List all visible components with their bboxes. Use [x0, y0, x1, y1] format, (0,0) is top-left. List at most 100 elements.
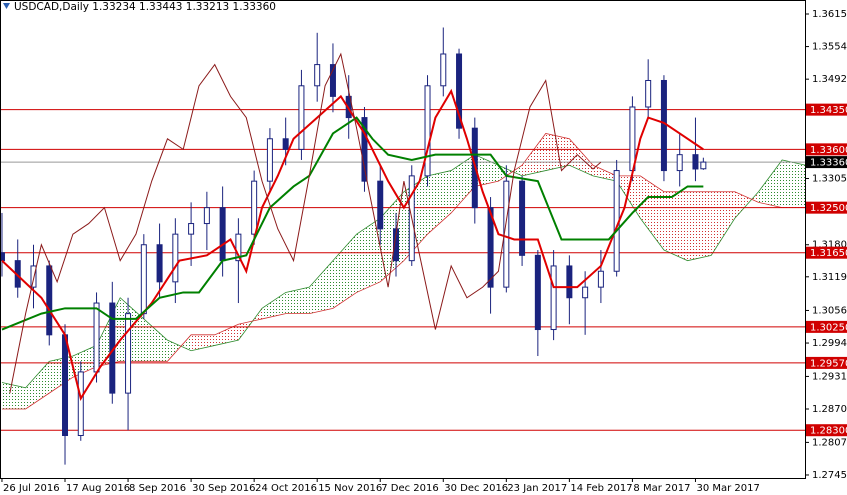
chart-title: USDCAD,Daily 1.33234 1.33443 1.33213 1.3…	[14, 1, 276, 13]
candle-body	[30, 265, 37, 288]
level-label-box	[806, 201, 847, 214]
candle-body	[550, 265, 557, 331]
candle-body	[282, 138, 289, 150]
level-label-box	[806, 246, 847, 259]
y-tick-label: 1.29945	[812, 338, 847, 349]
y-tick-label: 1.33050	[812, 174, 847, 185]
x-tick-label: 17 Aug 2016	[66, 483, 130, 494]
cloud-segment	[1, 382, 26, 410]
level-label-box	[806, 356, 847, 369]
candle-body	[566, 265, 573, 299]
level-label-box	[806, 103, 847, 116]
y-tick-label: 1.28700	[812, 404, 847, 415]
cloud-span	[1, 154, 806, 389]
y-tick-label: 1.31800	[812, 240, 847, 251]
level-label-box	[806, 424, 847, 437]
level-label: 1.28300	[810, 426, 847, 437]
cloud-segment	[758, 159, 783, 208]
candle-body	[424, 85, 431, 177]
current-price-label: 1.33360	[810, 158, 847, 169]
y-tick-label: 1.36155	[812, 9, 847, 20]
x-tick-label: 14 Feb 2017	[570, 483, 632, 494]
indicator-line	[9, 52, 602, 394]
candle-body	[582, 286, 589, 299]
cloud-segment	[214, 324, 239, 346]
level-label-box	[806, 320, 847, 333]
x-tick-label: 8 Mar 2017	[633, 483, 690, 494]
candle-body	[251, 180, 258, 235]
candle-body	[645, 79, 652, 108]
candle-body	[266, 138, 273, 182]
candle-body	[456, 53, 463, 129]
x-tick-label: 30 Sep 2016	[192, 483, 255, 494]
plot-area	[0, 27, 806, 465]
level-label: 1.33600	[810, 145, 847, 156]
current-price-box	[806, 156, 847, 169]
y-tick-label: 1.29315	[812, 371, 847, 382]
cloud-segment	[569, 138, 594, 176]
candle-body	[440, 53, 447, 87]
plot-border	[0, 0, 806, 479]
cloud-segment	[545, 133, 570, 171]
cloud-segment	[687, 191, 712, 261]
candle-body	[203, 207, 210, 225]
candle-body	[629, 106, 636, 172]
level-label: 1.34350	[810, 105, 847, 116]
level-label: 1.30250	[810, 322, 847, 333]
x-tick-label: 30 Dec 2016	[444, 483, 508, 494]
level-label-box	[806, 143, 847, 156]
candle-body	[314, 64, 321, 87]
candle-body	[660, 79, 667, 172]
cloud-segment	[640, 175, 664, 251]
candle-body	[519, 180, 526, 256]
title-icon	[3, 3, 10, 9]
candle-body	[140, 244, 147, 315]
y-tick-label: 1.30560	[812, 305, 847, 316]
cloud-segment	[356, 218, 381, 293]
x-tick-label: 30 Mar 2017	[696, 483, 759, 494]
x-tick-label: 15 Nov 2016	[318, 483, 382, 494]
cloud-segment	[782, 159, 806, 208]
y-tick-label: 1.34925	[812, 74, 847, 85]
cloud-segment	[262, 292, 286, 319]
candle-body	[392, 228, 399, 262]
candle-body	[219, 207, 226, 262]
y-tick-label: 1.35540	[812, 42, 847, 53]
candle-body	[188, 223, 195, 235]
level-label: 1.29570	[810, 358, 847, 369]
cloud-segment	[522, 133, 546, 176]
candle-body	[172, 233, 179, 283]
candle-body	[93, 302, 100, 373]
level-label: 1.32500	[810, 203, 847, 214]
candle-body	[700, 161, 707, 170]
x-tick-label: 24 Oct 2016	[255, 483, 317, 494]
cloud-segment	[451, 154, 475, 213]
candle-body	[156, 244, 163, 283]
level-label: 1.31650	[810, 248, 847, 259]
x-tick-label: 8 Sep 2016	[129, 483, 186, 494]
candle-body	[298, 85, 305, 150]
y-tick-label: 1.28070	[812, 437, 847, 448]
candle-body	[692, 154, 699, 170]
cloud-span	[1, 133, 806, 410]
candle-body	[125, 313, 132, 394]
x-tick-label: 7 Dec 2016	[381, 483, 439, 494]
candle-body	[235, 233, 242, 262]
cloud-segment	[285, 287, 310, 314]
candle-body	[361, 117, 368, 182]
y-tick-label: 1.31195	[812, 272, 847, 283]
candle-body	[62, 334, 69, 437]
x-tick-label: 23 Jan 2017	[507, 483, 567, 494]
candle-body	[487, 207, 494, 288]
candle-body	[597, 270, 604, 288]
candle-body	[534, 254, 541, 331]
candle-body	[329, 64, 336, 97]
cloud-segment	[309, 260, 333, 314]
candle-body	[377, 180, 384, 230]
candle-body	[46, 265, 53, 336]
y-tick-label: 1.27455	[812, 470, 847, 481]
indicator-line	[1, 116, 704, 331]
candle-body	[77, 371, 84, 437]
